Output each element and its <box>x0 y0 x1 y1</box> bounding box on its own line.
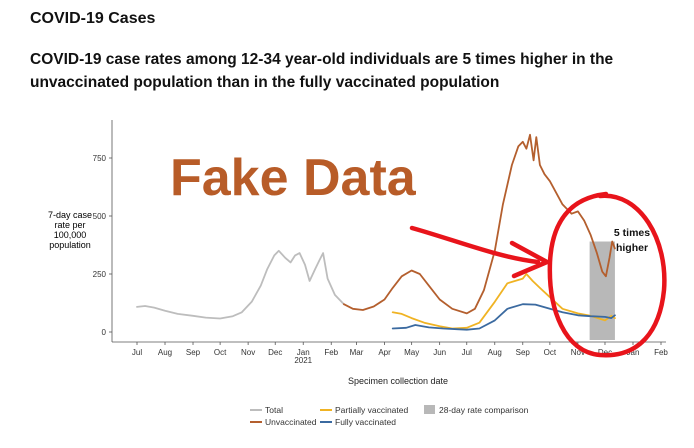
comparison-band <box>589 241 615 340</box>
y-axis-label-line: 100,000 <box>54 230 87 240</box>
legend-entry-label: Fully vaccinated <box>335 417 396 427</box>
y-tick-label: 0 <box>102 328 107 337</box>
series-line-fully-vaccinated <box>391 303 616 331</box>
x-tick-label: May <box>404 348 419 357</box>
x-tick-label: Dec <box>268 348 282 357</box>
x-tick-label: Jan <box>627 348 640 357</box>
x-tick-label: Dec <box>598 348 612 357</box>
chart-axes: 0 250 500 750 7-day case rate per 100,000 popul… <box>48 120 668 386</box>
x-tick-label: Feb <box>654 348 668 357</box>
x-tick-label: Oct <box>214 348 227 357</box>
x-tick-year-label: 2021 <box>294 356 312 365</box>
x-tick-label: Sep <box>516 348 531 357</box>
legend-entry-label: Total <box>265 405 283 415</box>
x-tick-label: Jul <box>462 348 472 357</box>
x-tick-label: Nov <box>241 348 255 357</box>
red-arrow-shaft <box>409 225 541 265</box>
callout-line-1: 5 times <box>614 227 650 239</box>
y-tick-label: 500 <box>93 212 107 221</box>
x-tick-label: Nov <box>571 348 585 357</box>
y-axis-label-line: population <box>49 240 91 250</box>
legend-swatch <box>424 405 435 414</box>
x-tick-label: Jan <box>297 348 310 357</box>
x-tick-label: Aug <box>158 348 172 357</box>
y-tick-label: 750 <box>93 154 107 163</box>
series-line-unvaccinated <box>343 133 616 315</box>
x-tick-label: Oct <box>544 348 557 357</box>
x-tick-label: Jun <box>433 348 446 357</box>
x-tick-label: Jul <box>132 348 142 357</box>
annotation-layer: Fake Data 5 times higher <box>170 149 667 358</box>
fake-data-watermark: Fake Data <box>170 149 417 207</box>
legend-entry-label: 28-day rate comparison <box>439 405 529 415</box>
callout-line-2: higher <box>616 242 648 254</box>
legend: Total Unvaccinated Partially vaccinated Ful… <box>250 405 529 427</box>
series-line-total <box>136 249 345 320</box>
y-axis-label-line: 7-day case <box>48 210 92 220</box>
comparison-band-layer <box>589 241 615 340</box>
red-circle-markup <box>547 191 667 358</box>
y-axis-label-line: rate per <box>54 220 85 230</box>
legend-entry-label: Partially vaccinated <box>335 405 409 415</box>
x-tick-label: Sep <box>186 348 201 357</box>
page-title: COVID-19 Cases <box>30 10 156 27</box>
series-layer <box>136 133 616 331</box>
red-arrow-head <box>509 240 550 279</box>
x-tick-label: Mar <box>350 348 364 357</box>
y-axis-label: 7-day case rate per 100,000 population <box>48 210 92 250</box>
y-tick-label: 250 <box>93 270 107 279</box>
x-tick-label: Feb <box>324 348 338 357</box>
chart-subtitle: COVID-19 case rates among 12-34 year-old… <box>30 51 614 91</box>
x-axis-label: Specimen collection date <box>348 376 448 386</box>
x-tick-label: Apr <box>378 348 391 357</box>
legend-entry-label: Unvaccinated <box>265 417 317 427</box>
x-tick-label: Aug <box>488 348 502 357</box>
